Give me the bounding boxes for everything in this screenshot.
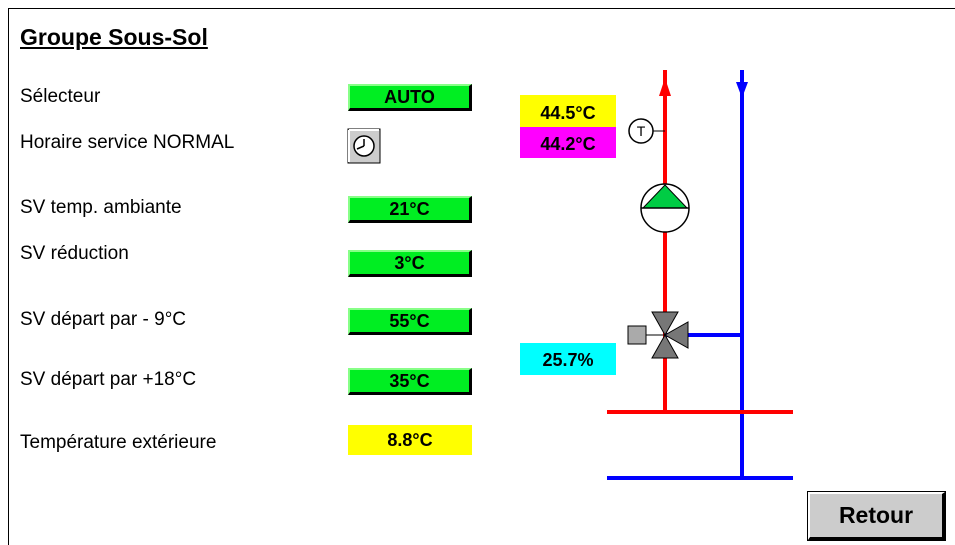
- row-label: SV réduction: [20, 243, 129, 264]
- row-label: Horaire service NORMAL: [20, 132, 235, 153]
- supply-temp: 44.5°C: [520, 95, 616, 127]
- schedule-button[interactable]: [347, 128, 381, 164]
- back-button[interactable]: Retour: [807, 491, 946, 541]
- outdoor-temp: 8.8°C: [348, 425, 472, 455]
- frame: [8, 8, 955, 545]
- return-temp: 44.2°C: [520, 127, 616, 158]
- valve-position: 25.7%: [520, 343, 616, 375]
- value-button[interactable]: 3°C: [348, 250, 472, 277]
- row-label: SV départ par - 9°C: [20, 309, 187, 330]
- row-label: Température extérieure: [20, 432, 217, 453]
- value-button[interactable]: 35°C: [348, 368, 472, 395]
- row-label: SV départ par +18°C: [20, 369, 197, 390]
- value-button[interactable]: 21°C: [348, 196, 472, 223]
- title: Groupe Sous-Sol: [20, 24, 208, 50]
- row-label: Sélecteur: [20, 86, 101, 107]
- value-button[interactable]: 55°C: [348, 308, 472, 335]
- sensor-label: T: [636, 123, 646, 139]
- value-button[interactable]: AUTO: [348, 84, 472, 111]
- row-label: SV temp. ambiante: [20, 197, 182, 218]
